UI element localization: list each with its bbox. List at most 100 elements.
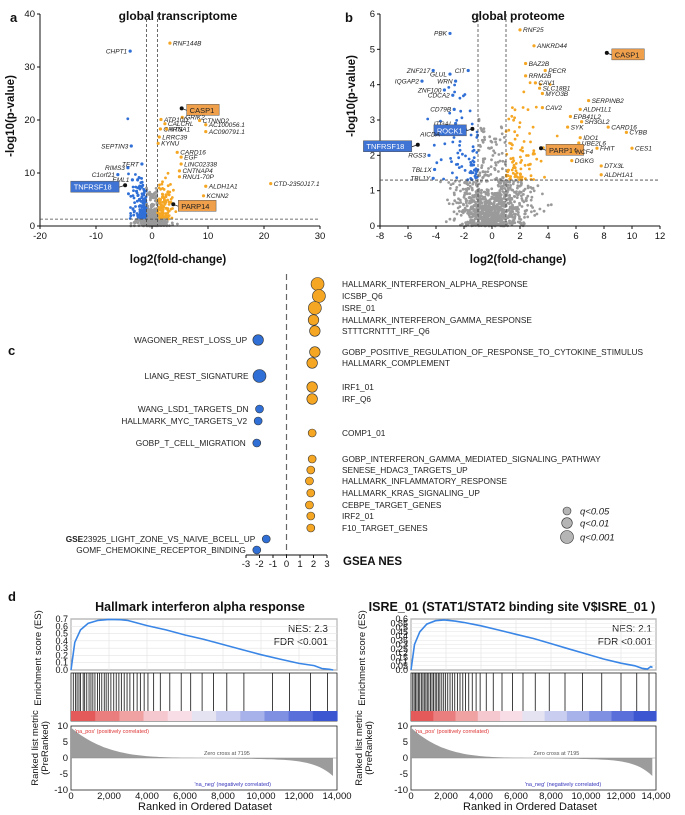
es-tick-label: 0.05 — [390, 661, 408, 671]
data-point — [484, 198, 488, 201]
data-point — [126, 117, 130, 121]
data-point — [489, 213, 492, 217]
data-point — [518, 201, 521, 205]
data-point — [138, 184, 142, 188]
data-point — [555, 134, 559, 138]
gene-point — [128, 49, 132, 53]
data-point — [462, 202, 465, 206]
gene-label-box — [433, 124, 467, 137]
data-point — [492, 193, 496, 197]
data-point — [164, 199, 168, 203]
data-point — [142, 199, 146, 203]
data-point — [432, 143, 436, 147]
data-point — [162, 205, 165, 209]
point-cloud — [426, 81, 559, 228]
gene-set-label: ICSBP_Q6 — [342, 291, 383, 301]
data-point — [495, 194, 499, 198]
data-point — [529, 198, 533, 202]
gene-set-label: GOBP_T_CELL_MIGRATION — [136, 438, 246, 448]
rank-color-segment — [477, 711, 501, 721]
gene-label-leader — [411, 144, 418, 148]
data-point — [511, 160, 514, 164]
data-point — [499, 197, 503, 201]
data-point — [134, 205, 137, 208]
data-point — [503, 187, 507, 190]
data-point — [492, 149, 495, 153]
data-point — [491, 222, 494, 226]
ranked-metric-ylabel-2b: (PreRanked) — [364, 721, 375, 775]
gene-point — [140, 162, 144, 166]
gene-label: CASP1 — [190, 106, 215, 115]
data-point — [132, 189, 135, 193]
x-tick-label: -8 — [376, 231, 384, 242]
y-tick-label: 3 — [370, 115, 375, 126]
data-point — [158, 183, 161, 187]
gene-label: TNFRSF18 — [74, 183, 112, 192]
es-tick-label: 0.25 — [390, 644, 408, 654]
gene-label: CHPT1 — [106, 48, 128, 55]
x-tick-label: 2,000 — [434, 791, 458, 802]
ranked-tick-label: 5 — [63, 737, 68, 748]
data-point — [517, 211, 520, 214]
data-point — [487, 218, 490, 222]
data-point — [526, 186, 530, 190]
data-point — [481, 219, 484, 223]
gene-set-bubble — [310, 277, 325, 291]
data-point — [521, 149, 525, 153]
data-point — [161, 209, 165, 213]
data-point — [170, 221, 174, 225]
gene-point — [538, 86, 542, 90]
gene-point — [518, 28, 522, 32]
data-point — [507, 117, 511, 121]
rank-color-segment — [216, 711, 241, 721]
data-point — [451, 140, 455, 144]
data-point — [543, 175, 546, 179]
data-point — [519, 190, 523, 194]
gene-set-label: HALLMARK_INTERFERON_ALPHA_RESPONSE — [342, 279, 528, 289]
gene-point — [427, 153, 431, 157]
gene-set-label: CEBPE_TARGET_GENES — [342, 500, 442, 510]
data-point — [519, 172, 522, 176]
data-point — [511, 106, 514, 109]
data-point — [493, 209, 497, 213]
data-point — [504, 192, 508, 196]
gene-set-bubble — [307, 314, 320, 326]
data-point — [149, 195, 152, 199]
gene-set-bubble — [308, 301, 322, 315]
data-point — [500, 187, 504, 191]
data-point — [528, 81, 532, 85]
data-point — [474, 182, 478, 185]
data-point — [167, 214, 171, 218]
rank-color-segment — [143, 711, 169, 721]
data-point — [489, 173, 493, 176]
data-point — [481, 157, 485, 161]
data-point — [484, 210, 488, 214]
gene-label: AICDA — [419, 131, 440, 138]
gene-set-bubble — [309, 325, 321, 337]
data-point — [490, 140, 494, 144]
data-point — [470, 222, 474, 226]
data-point — [164, 220, 168, 223]
gene-label-leader — [606, 52, 612, 56]
data-point — [140, 192, 144, 196]
data-point — [502, 184, 505, 188]
data-point — [521, 106, 525, 109]
fdr-text-2: FDR <0.001 — [598, 637, 653, 648]
rank-color-segment — [544, 711, 568, 721]
data-point — [129, 194, 133, 198]
data-point — [531, 125, 535, 129]
x-tick-label: 2 — [517, 231, 522, 242]
data-point — [481, 170, 485, 174]
data-point — [474, 190, 478, 194]
data-point — [501, 200, 504, 204]
data-point — [448, 187, 452, 190]
data-point — [149, 209, 152, 212]
transcriptome-ylabel: -log10(p-value) — [5, 75, 17, 157]
data-point — [457, 197, 460, 201]
data-point — [135, 199, 139, 203]
ranked-tick-label: -5 — [400, 769, 408, 780]
data-point — [435, 161, 439, 165]
data-point — [523, 187, 527, 191]
data-point — [511, 156, 515, 160]
data-point — [149, 198, 152, 202]
